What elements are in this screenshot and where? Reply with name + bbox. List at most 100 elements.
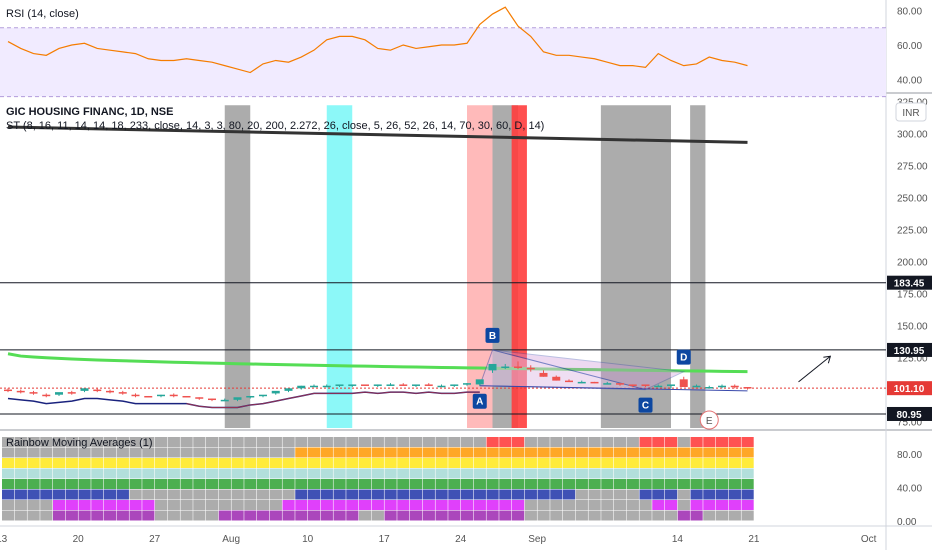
rainbow-cell <box>728 458 741 468</box>
rainbow-cell <box>14 479 27 489</box>
rainbow-cell <box>499 500 512 510</box>
candle-body <box>526 367 535 370</box>
candle-body <box>4 389 12 392</box>
time-tick-label: 14 <box>672 534 684 545</box>
rainbow-cell <box>295 447 308 458</box>
rainbow-cell <box>116 500 129 510</box>
rainbow-cell <box>359 458 372 468</box>
rainbow-cell <box>282 479 295 489</box>
price-tick-label: 200.00 <box>897 258 928 269</box>
rainbow-cell <box>410 500 423 510</box>
rainbow-cell <box>512 500 525 510</box>
rainbow-cell <box>91 500 104 510</box>
rainbow-cell <box>575 437 588 447</box>
rainbow-cell <box>601 437 614 447</box>
rainbow-cell <box>244 447 257 458</box>
price-label-text: 101.10 <box>894 384 925 395</box>
rainbow-cell <box>78 500 91 510</box>
rainbow-cell <box>333 468 346 479</box>
candle-body <box>144 395 153 398</box>
candle-body <box>131 394 140 397</box>
rainbow-cell <box>320 489 333 500</box>
rainbow-cell <box>78 479 91 489</box>
candle-body <box>297 385 306 389</box>
rainbow-cell <box>677 489 690 500</box>
candle-body <box>603 383 612 385</box>
price-tick-label: 300.00 <box>897 129 928 140</box>
rainbow-cell <box>601 510 614 521</box>
rainbow-cell <box>320 479 333 489</box>
rainbow-cell <box>422 479 435 489</box>
candle-body <box>208 398 216 401</box>
rainbow-cell <box>473 447 486 458</box>
time-tick-label: 17 <box>379 534 391 545</box>
currency-badge[interactable] <box>895 102 927 122</box>
rainbow-cell <box>473 510 486 521</box>
time-axis[interactable]: 13 20 27 Aug 10 17 24 Sep 14 21 Oct <box>0 534 877 545</box>
rainbow-cell <box>563 479 576 489</box>
candle-body <box>182 395 191 398</box>
rainbow-cell <box>155 479 168 489</box>
rainbow-cell <box>155 500 168 510</box>
rainbow-cell <box>384 468 397 479</box>
rainbow-cell <box>473 489 486 500</box>
rainbow-cell <box>142 468 155 479</box>
rainbow-cell <box>320 510 333 521</box>
rainbow-cell <box>563 437 576 447</box>
rainbow-cell <box>397 489 410 500</box>
rainbow-cell <box>282 468 295 479</box>
rainbow-cell <box>346 510 359 521</box>
rainbow-cell <box>116 447 129 458</box>
candle-body <box>361 384 369 386</box>
rainbow-cell <box>206 489 219 500</box>
rainbow-cell <box>499 437 512 447</box>
rainbow-cell <box>690 447 703 458</box>
rainbow-cell <box>40 447 53 458</box>
rainbow-cell <box>320 458 333 468</box>
rainbow-cell <box>104 510 117 521</box>
rsi-pane[interactable]: 80.00 60.00 40.00 <box>0 6 922 98</box>
candle-body <box>106 390 114 393</box>
rainbow-cell <box>741 447 754 458</box>
rainbow-cell <box>282 447 295 458</box>
rainbow-cell <box>690 500 703 510</box>
rainbow-cell <box>626 458 639 468</box>
rainbow-cell <box>665 437 678 447</box>
rainbow-cell <box>295 510 308 521</box>
rainbow-cell <box>461 458 474 468</box>
rainbow-cell <box>308 447 321 458</box>
rainbow-cell <box>550 479 563 489</box>
rainbow-cell <box>193 447 206 458</box>
rainbow-cell <box>14 447 27 458</box>
rainbow-cell <box>410 468 423 479</box>
candle-body <box>743 387 752 389</box>
price-pane[interactable]: ABCDE325.00300.00275.00250.00225.00200.0… <box>0 97 932 430</box>
rainbow-cell <box>473 468 486 479</box>
candle-body <box>259 394 267 397</box>
rainbow-cell <box>384 447 397 458</box>
rainbow-cell <box>333 500 346 510</box>
rainbow-cell <box>257 458 270 468</box>
price-tick-label: 150.00 <box>897 322 928 333</box>
rainbow-cell <box>524 489 537 500</box>
candle-body <box>16 390 25 393</box>
rainbow-cell <box>193 479 206 489</box>
candle-body <box>220 399 229 402</box>
time-tick-label: 24 <box>455 534 467 545</box>
rainbow-cell <box>308 458 321 468</box>
rainbow-cell <box>665 468 678 479</box>
rainbow-cell <box>410 489 423 500</box>
candle-body <box>157 394 165 397</box>
rainbow-cell <box>384 458 397 468</box>
rainbow-cell <box>78 510 91 521</box>
rainbow-cell <box>308 437 321 447</box>
price-tick-label: 225.00 <box>897 225 928 236</box>
candle-body <box>679 379 688 388</box>
rainbow-title: Rainbow Moving Averages (1) <box>6 437 153 449</box>
rainbow-cell <box>14 500 27 510</box>
rainbow-cell <box>206 510 219 521</box>
rainbow-cell <box>461 447 474 458</box>
rainbow-cell <box>601 500 614 510</box>
rainbow-cell <box>716 510 729 521</box>
rainbow-pane[interactable]: 80.00 40.00 0.00 <box>2 437 922 528</box>
